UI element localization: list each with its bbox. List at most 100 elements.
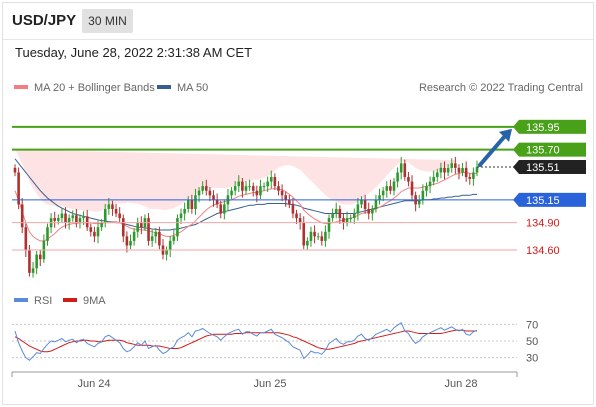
candle-body <box>320 236 324 241</box>
candle-body <box>78 218 82 223</box>
level-tag-pointer <box>513 159 519 174</box>
rsi-tick-label: 70 <box>526 319 538 331</box>
candle-body <box>103 208 107 223</box>
candle-body <box>223 204 226 214</box>
candle-body <box>280 190 284 196</box>
candle-body <box>64 213 67 223</box>
candle-body <box>215 199 219 205</box>
candle-body <box>255 190 259 196</box>
level-tag <box>519 159 586 174</box>
candle-body <box>475 166 479 173</box>
bollinger-band <box>15 149 474 212</box>
candle-body <box>46 227 49 241</box>
candle-body <box>233 186 237 191</box>
candle-body <box>107 204 111 209</box>
candle-body <box>248 186 251 188</box>
candle-body <box>374 199 378 209</box>
candle-body <box>435 172 439 178</box>
forecast-arrow-shaft <box>478 132 508 167</box>
level-label: 135.51 <box>526 162 560 174</box>
candle-body <box>176 218 179 237</box>
level-tag <box>519 119 586 134</box>
candle-body <box>295 213 298 219</box>
rsi-ma-line <box>14 329 477 353</box>
candle-body <box>428 181 432 187</box>
candle-body <box>179 213 183 219</box>
candle-body <box>352 213 356 219</box>
candle-body <box>183 208 186 214</box>
candle-body <box>410 181 414 196</box>
candle-body <box>385 186 389 191</box>
candle-body <box>425 186 428 191</box>
candle-body <box>277 186 280 191</box>
candle-body <box>291 204 295 214</box>
candle-body <box>306 240 309 246</box>
candle-body <box>407 177 410 182</box>
price-levels: 135.95 135.70 135.51 135.15 134.90 134.60 <box>12 119 586 257</box>
candle-body <box>262 186 266 188</box>
x-axis-label: Jun 28 <box>444 378 477 390</box>
candle-body <box>302 222 306 246</box>
candle-body <box>165 250 168 255</box>
candle-body <box>461 167 464 173</box>
candle-body <box>269 177 273 182</box>
candle-body <box>396 172 399 182</box>
candle-body <box>67 218 71 223</box>
candle-body <box>111 204 114 209</box>
candle-body <box>60 213 64 219</box>
candle-body <box>121 218 125 237</box>
symbol-label: USD/JPY <box>12 12 77 29</box>
candle-body <box>20 204 24 228</box>
candle-body <box>93 231 96 237</box>
ma50-line <box>14 158 477 231</box>
x-axis-label: Jun 25 <box>253 378 286 390</box>
candle-body <box>82 216 85 219</box>
candle-body <box>313 231 316 237</box>
level-label: 134.60 <box>526 245 560 257</box>
candle-body <box>331 213 334 219</box>
candle-body <box>212 195 215 200</box>
candle-body <box>251 186 255 191</box>
candle-body <box>367 208 371 214</box>
candle-body <box>31 268 35 273</box>
rsi-plot: 70 50 30 <box>12 319 538 365</box>
candle-body <box>194 195 197 209</box>
candle-body <box>85 216 89 228</box>
candle-body <box>266 181 269 187</box>
candle-body <box>147 218 150 241</box>
candle-body <box>237 181 241 187</box>
candle-body <box>201 186 204 191</box>
timeframe-button[interactable]: 30 MIN <box>82 9 133 33</box>
rsi-legend-label: RSI <box>34 295 52 307</box>
candle-body <box>356 204 360 214</box>
candle-body <box>392 181 396 191</box>
candle-body <box>273 177 277 187</box>
candle-body <box>125 236 129 246</box>
candle-body <box>71 215 75 219</box>
rsi-tick-label: 50 <box>526 336 538 348</box>
candle-body <box>168 240 172 251</box>
candle-body <box>197 190 201 196</box>
candle-body <box>389 186 392 191</box>
rsi-tick-label: 30 <box>526 353 538 365</box>
level-label: 135.15 <box>526 195 560 207</box>
candle-body <box>464 167 468 178</box>
level-label: 135.95 <box>526 122 560 134</box>
candle-body <box>345 218 349 223</box>
ma50-legend-swatch <box>157 85 171 89</box>
level-tag <box>519 192 586 207</box>
price-plot <box>13 149 479 278</box>
level-tag-pointer <box>513 142 519 157</box>
candle-body <box>53 218 57 221</box>
timestamp-label: Tuesday, June 28, 2022 2:31:38 AM CET <box>15 45 253 60</box>
candle-body <box>472 172 475 179</box>
bollinger-legend-label: MA 20 + Bollinger Bands <box>34 82 155 94</box>
candle-body <box>381 190 385 196</box>
level-tag-pointer <box>513 192 519 207</box>
rsi-line <box>14 321 478 361</box>
candle-body <box>284 195 288 200</box>
candle-body <box>349 218 352 220</box>
candle-body <box>129 240 132 246</box>
candle-body <box>363 199 367 209</box>
